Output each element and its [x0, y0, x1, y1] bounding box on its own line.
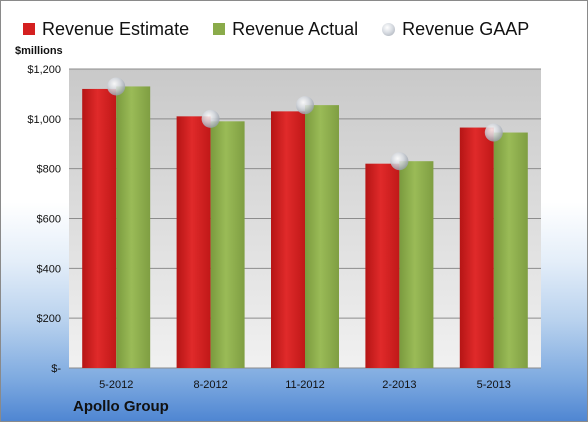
x-tick-label: 5-2013 [477, 379, 511, 391]
legend-label-estimate: Revenue Estimate [42, 18, 190, 39]
y-tick-label: $600 [37, 214, 61, 226]
bar-estimate [82, 88, 117, 368]
bar-estimate [271, 111, 305, 368]
y-tick-label: $200 [37, 313, 61, 325]
legend-swatch-actual [213, 23, 226, 35]
bar-estimate [365, 163, 400, 368]
marker-gaap [201, 109, 220, 128]
legend: Revenue Estimate Revenue Actual Revenue … [23, 17, 553, 41]
bar-actual [116, 86, 151, 369]
bar-actual [210, 121, 245, 368]
legend-item-actual: Revenue Actual [213, 19, 358, 40]
y-tick-label: $- [51, 363, 61, 375]
bar-estimate [176, 116, 211, 368]
legend-label-actual: Revenue Actual [232, 18, 359, 39]
x-tick-label: 5-2012 [99, 379, 133, 391]
x-tick-label: 8-2012 [193, 379, 227, 391]
legend-swatch-estimate [23, 23, 35, 35]
bar-estimate [459, 127, 494, 368]
marker-gaap [484, 123, 503, 142]
marker-gaap [390, 152, 409, 171]
y-tick-label: $800 [37, 164, 61, 176]
y-tick-label: $1,000 [27, 114, 61, 126]
legend-label-gaap: Revenue GAAP [402, 18, 530, 39]
marker-gaap [107, 77, 126, 96]
marker-gaap [296, 96, 314, 115]
company-name: Apollo Group [73, 398, 169, 415]
legend-marker-gaap [382, 22, 396, 36]
y-tick-label: $400 [37, 263, 61, 275]
bar-actual [399, 161, 434, 368]
x-tick-label: 2-2013 [382, 379, 416, 391]
y-unit-label: $millions [15, 45, 63, 57]
legend-item-estimate: Revenue Estimate [23, 19, 189, 40]
bar-actual [305, 105, 339, 369]
legend-item-gaap: Revenue GAAP [382, 19, 529, 40]
y-tick-label: $1,200 [27, 64, 61, 76]
x-tick-label: 11-2012 [285, 379, 325, 391]
bar-actual [493, 132, 528, 368]
